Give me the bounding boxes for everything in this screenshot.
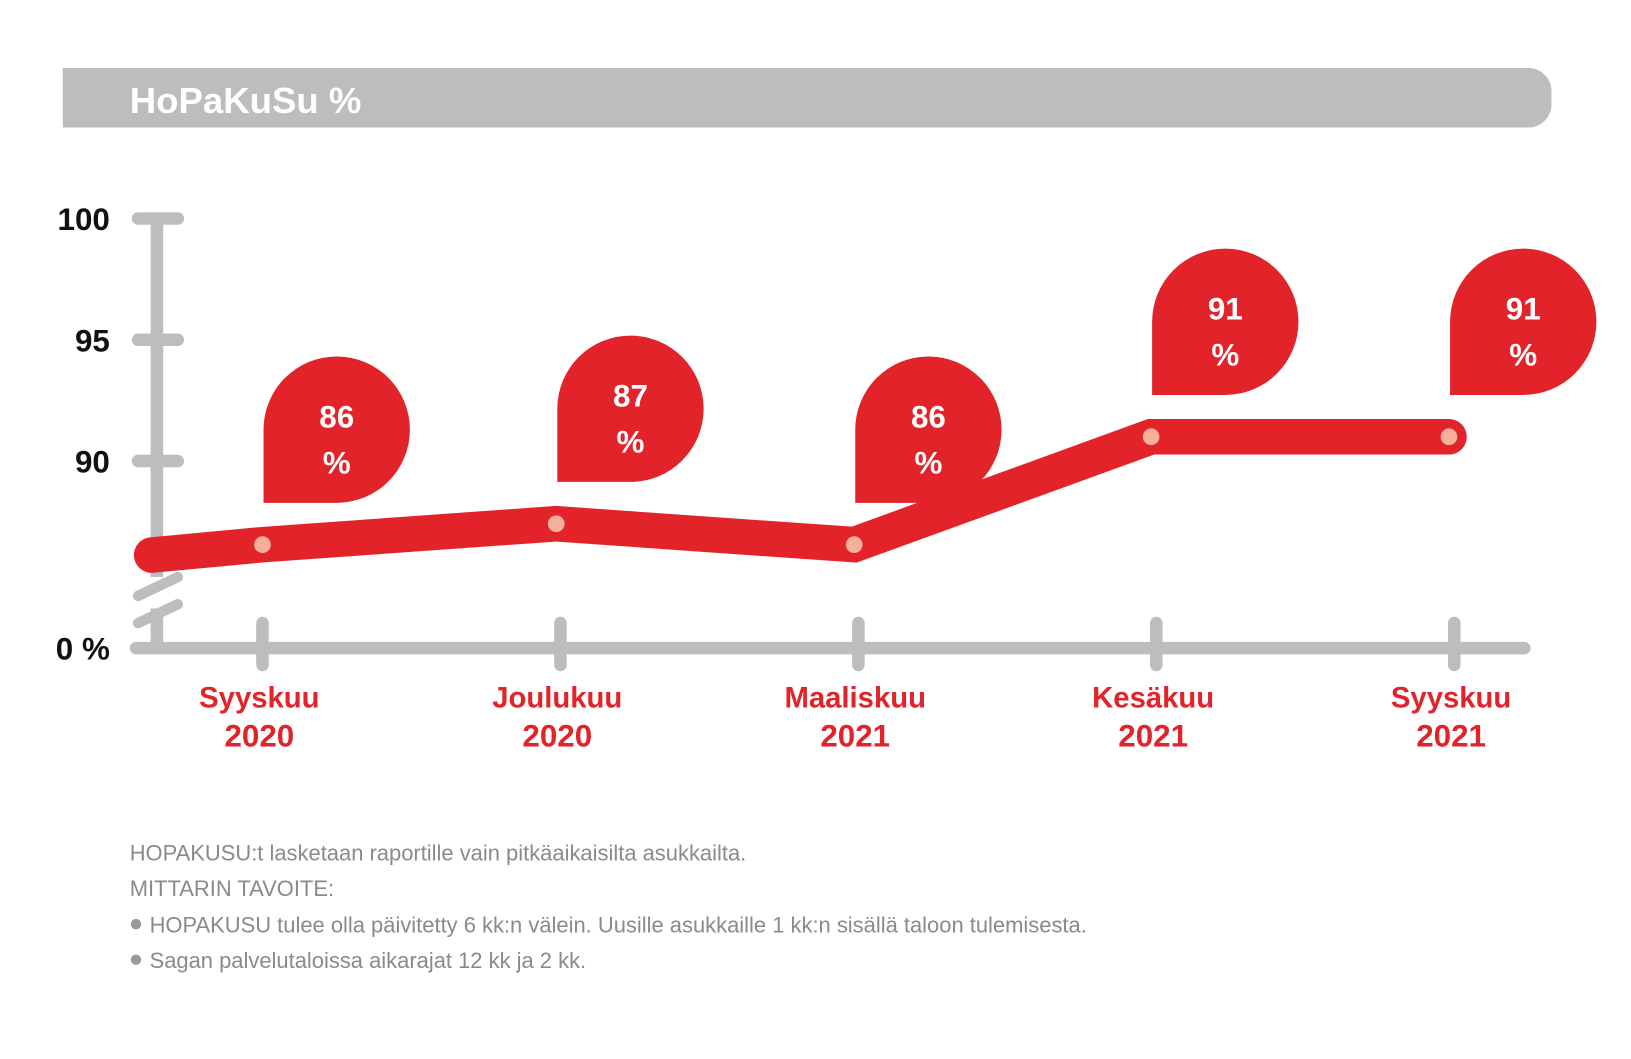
data-label: 91 <box>1506 292 1541 327</box>
x-tick-label-year: 2021 <box>1416 718 1486 753</box>
note-bullet-2: Sagan palvelutaloissa aikarajat 12 kk ja… <box>150 948 587 973</box>
note-line-2: MITTARIN TAVOITE: <box>130 876 334 901</box>
value-bubble <box>557 335 704 482</box>
x-tick-label-month: Maaliskuu <box>784 683 926 715</box>
bullet-icon <box>130 954 142 965</box>
chart-title: HoPaKuSu % <box>130 80 362 121</box>
data-label: 91 <box>1208 292 1243 327</box>
data-label-unit: % <box>617 425 645 460</box>
note-bullet-1: HOPAKUSU tulee olla päivitetty 6 kk:n vä… <box>150 913 1087 938</box>
x-tick-label-month: Syyskuu <box>199 683 319 715</box>
title-bar <box>62 67 1552 128</box>
series-line <box>133 419 1467 573</box>
data-label-unit: % <box>323 446 351 481</box>
y-tick-label: 100 <box>58 202 110 237</box>
data-label: 86 <box>319 400 354 435</box>
data-point[interactable] <box>1142 428 1160 446</box>
value-bubble <box>855 356 1002 503</box>
x-tick-label-year: 2021 <box>820 718 890 753</box>
data-label-unit: % <box>914 446 942 481</box>
x-tick-label-year: 2020 <box>224 718 294 753</box>
axis-break-mark <box>132 599 184 629</box>
value-bubble <box>1152 248 1299 395</box>
y-tick-label: 95 <box>75 323 110 358</box>
data-point[interactable] <box>1440 428 1458 446</box>
bullet-icon <box>130 918 142 930</box>
value-bubble <box>1450 248 1597 395</box>
data-label-unit: % <box>1509 338 1537 373</box>
y-tick-label: 90 <box>75 445 110 480</box>
x-tick-label-month: Kesäkuu <box>1092 683 1214 715</box>
x-tick-label-year: 2020 <box>522 718 592 753</box>
data-point[interactable] <box>254 536 271 554</box>
data-point[interactable] <box>547 515 565 533</box>
data-label: 86 <box>911 400 946 435</box>
axis-break-mark <box>132 571 184 602</box>
data-label-unit: % <box>1211 338 1239 373</box>
value-bubble <box>263 356 410 503</box>
data-label: 87 <box>613 379 648 414</box>
note-line-1: HOPAKUSU:t lasketaan raportille vain pit… <box>130 840 747 865</box>
x-tick-label-month: Joulukuu <box>492 683 622 715</box>
x-tick-label-month: Syyskuu <box>1391 683 1511 715</box>
data-point[interactable] <box>845 536 863 554</box>
y-zero-label: 0 % <box>56 632 110 667</box>
x-tick-label-year: 2021 <box>1118 718 1188 753</box>
